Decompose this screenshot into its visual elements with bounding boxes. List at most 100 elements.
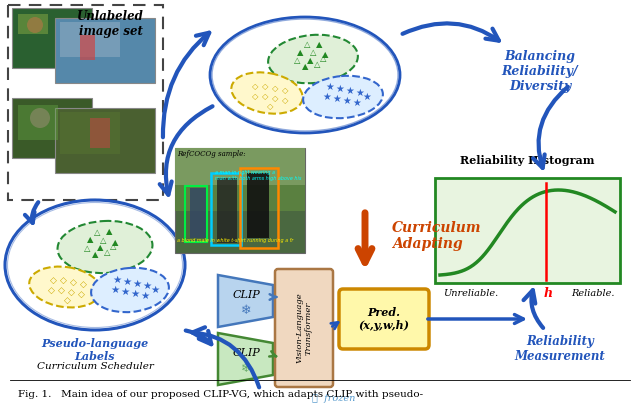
FancyBboxPatch shape: [55, 18, 155, 83]
Text: ★: ★: [150, 285, 159, 295]
Text: Unlabeled
image set: Unlabeled image set: [76, 10, 143, 38]
Text: ▲: ▲: [307, 57, 313, 66]
Text: ▲: ▲: [92, 250, 99, 260]
Text: ▲: ▲: [322, 50, 328, 59]
Text: RefCOCOg sample:: RefCOCOg sample:: [177, 150, 246, 158]
Text: Pred.
(x,y,w,h): Pred. (x,y,w,h): [358, 307, 410, 331]
Text: h: h: [543, 287, 552, 300]
Text: a man in right wearing a: a man in right wearing a: [215, 170, 275, 175]
FancyBboxPatch shape: [12, 8, 92, 68]
Text: ★: ★: [353, 98, 362, 108]
FancyBboxPatch shape: [12, 98, 92, 158]
Text: △: △: [310, 48, 316, 57]
FancyBboxPatch shape: [175, 148, 305, 185]
Text: ★: ★: [132, 279, 141, 289]
Text: CLIP: CLIP: [232, 290, 260, 300]
FancyBboxPatch shape: [217, 178, 237, 243]
Text: man with both arms high above his: man with both arms high above his: [215, 176, 301, 181]
Text: ▲: ▲: [87, 236, 93, 245]
Text: ▲: ▲: [112, 239, 118, 247]
Text: ◇: ◇: [272, 85, 278, 94]
Text: ◇: ◇: [262, 92, 268, 101]
Text: ★: ★: [120, 287, 130, 297]
Text: ★: ★: [356, 88, 364, 98]
Text: Reliable.: Reliable.: [572, 289, 615, 298]
Ellipse shape: [5, 200, 185, 330]
Text: ◇: ◇: [267, 103, 273, 112]
FancyBboxPatch shape: [275, 269, 333, 387]
Text: ◇: ◇: [79, 280, 86, 289]
Circle shape: [30, 108, 50, 128]
Text: Unreliable.: Unreliable.: [443, 289, 499, 298]
FancyBboxPatch shape: [247, 173, 269, 238]
Text: a blond male in white t-shirt running during a fr: a blond male in white t-shirt running du…: [177, 238, 293, 243]
Text: Fig. 1.   Main idea of our proposed CLIP-VG, which adapts CLIP with pseudo-: Fig. 1. Main idea of our proposed CLIP-V…: [18, 390, 423, 399]
Text: ★: ★: [326, 82, 334, 92]
Text: ▲: ▲: [316, 41, 323, 50]
Text: △: △: [109, 243, 116, 252]
Text: ★: ★: [142, 281, 152, 291]
Text: △: △: [93, 228, 100, 236]
Ellipse shape: [268, 35, 358, 83]
Text: Vision-Language
Transformer: Vision-Language Transformer: [296, 293, 312, 363]
Text: Balancing
Reliability/
Diversity: Balancing Reliability/ Diversity: [502, 50, 579, 93]
Text: △: △: [314, 61, 320, 70]
Text: △: △: [304, 41, 310, 50]
Ellipse shape: [29, 267, 100, 307]
Text: CLIP: CLIP: [232, 348, 260, 358]
Text: △: △: [84, 243, 90, 252]
FancyBboxPatch shape: [60, 112, 120, 154]
FancyBboxPatch shape: [435, 178, 620, 283]
Text: ★: ★: [113, 275, 122, 285]
Text: ◇: ◇: [49, 276, 56, 284]
Text: ◇: ◇: [282, 96, 288, 105]
Text: ★: ★: [323, 92, 332, 102]
Text: ◇: ◇: [252, 92, 259, 101]
Text: ❄  frozen: ❄ frozen: [312, 394, 356, 403]
FancyBboxPatch shape: [175, 148, 305, 253]
FancyBboxPatch shape: [18, 14, 48, 34]
Circle shape: [27, 17, 43, 33]
Text: △: △: [294, 57, 300, 66]
FancyBboxPatch shape: [60, 22, 120, 57]
Text: ❄: ❄: [241, 304, 252, 317]
Text: Reliability
Measurement: Reliability Measurement: [515, 335, 605, 363]
Ellipse shape: [303, 76, 383, 118]
Text: ◇: ◇: [272, 94, 278, 103]
Text: ◇: ◇: [262, 83, 268, 92]
Text: ▲: ▲: [97, 243, 103, 252]
Text: ◇: ◇: [47, 285, 54, 295]
Polygon shape: [218, 275, 273, 327]
Text: ▲: ▲: [301, 63, 308, 72]
Text: ◇: ◇: [68, 287, 74, 297]
FancyBboxPatch shape: [339, 289, 429, 349]
Text: ★: ★: [335, 84, 344, 94]
Text: △: △: [100, 236, 106, 245]
Text: ★: ★: [342, 96, 351, 106]
Text: ★: ★: [363, 92, 371, 102]
Text: Curriculum
Adapting: Curriculum Adapting: [392, 221, 481, 251]
Text: ★: ★: [110, 285, 120, 295]
Text: ◇: ◇: [58, 285, 65, 295]
Text: ★: ★: [122, 277, 132, 287]
Text: ◇: ◇: [77, 289, 84, 298]
Text: ◇: ◇: [70, 278, 76, 287]
Text: ▲: ▲: [297, 48, 303, 57]
Text: △: △: [104, 249, 110, 258]
FancyBboxPatch shape: [80, 35, 95, 60]
FancyBboxPatch shape: [90, 118, 110, 148]
Text: ★: ★: [131, 289, 140, 299]
Text: ▲: ▲: [106, 228, 112, 236]
Text: ◇: ◇: [252, 83, 259, 92]
Text: Pseudo-language
Labels: Pseudo-language Labels: [42, 338, 148, 362]
Ellipse shape: [232, 72, 303, 114]
FancyBboxPatch shape: [55, 108, 155, 173]
Text: ★: ★: [140, 291, 150, 301]
Text: Curriculum Scheduler: Curriculum Scheduler: [36, 362, 154, 371]
Text: ◇: ◇: [63, 295, 70, 304]
Text: ★: ★: [346, 86, 355, 96]
FancyBboxPatch shape: [18, 105, 58, 140]
Text: Reliability Histogram: Reliability Histogram: [460, 155, 595, 166]
Text: ◇: ◇: [282, 87, 288, 96]
FancyBboxPatch shape: [175, 148, 305, 211]
